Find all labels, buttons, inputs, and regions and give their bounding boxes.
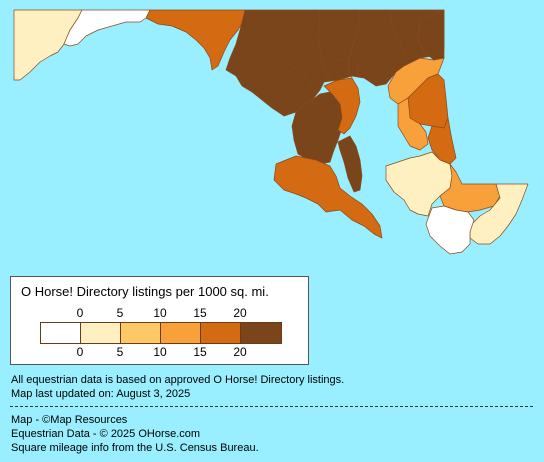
swatch-2 — [121, 323, 161, 343]
county-talbot[interactable] — [397, 97, 429, 151]
county-allegany[interactable] — [63, 9, 151, 47]
tick-top-10: 10 — [153, 306, 167, 320]
county-worcester[interactable] — [469, 183, 529, 245]
tick-top-15: 15 — [193, 306, 207, 320]
last-updated-note: Map last updated on: August 3, 2025 — [11, 388, 191, 400]
county-charles[interactable] — [273, 155, 383, 239]
maryland-county-map — [13, 9, 529, 255]
swatch-1 — [81, 323, 121, 343]
tick-bottom-5: 5 — [116, 345, 124, 359]
tick-top-5: 5 — [116, 306, 124, 320]
county-somerset[interactable] — [425, 205, 475, 255]
data-source-note: All equestrian data is based on approved… — [11, 374, 345, 386]
county-montgomery[interactable] — [291, 91, 345, 165]
credits: Map - ©Map Resources Equestrian Data - ©… — [11, 413, 259, 455]
county-calvert[interactable] — [337, 135, 363, 193]
county-wicomico[interactable] — [439, 163, 501, 213]
legend: O Horse! Directory listings per 1000 sq.… — [10, 276, 309, 365]
county-caroline[interactable] — [427, 117, 457, 165]
map-credit: Map - ©Map Resources — [11, 414, 128, 426]
tick-bottom-15: 15 — [193, 345, 207, 359]
tick-bottom-0: 0 — [76, 345, 84, 359]
notes: All equestrian data is based on approved… — [11, 373, 344, 401]
swatch-0 — [41, 323, 81, 343]
tick-bottom-20: 20 — [233, 345, 247, 359]
swatch-3 — [161, 323, 201, 343]
divider — [10, 406, 533, 407]
tick-bottom-10: 10 — [153, 345, 167, 359]
swatch-5 — [241, 323, 281, 343]
tick-top-20: 20 — [233, 306, 247, 320]
swatch-4 — [201, 323, 241, 343]
legend-title: O Horse! Directory listings per 1000 sq.… — [21, 284, 269, 299]
legend-swatches — [40, 322, 282, 344]
square-mileage-credit: Square mileage info from the U.S. Census… — [11, 442, 259, 454]
tick-top-0: 0 — [76, 306, 84, 320]
equestrian-credit: Equestrian Data - © 2025 OHorse.com — [11, 428, 201, 440]
